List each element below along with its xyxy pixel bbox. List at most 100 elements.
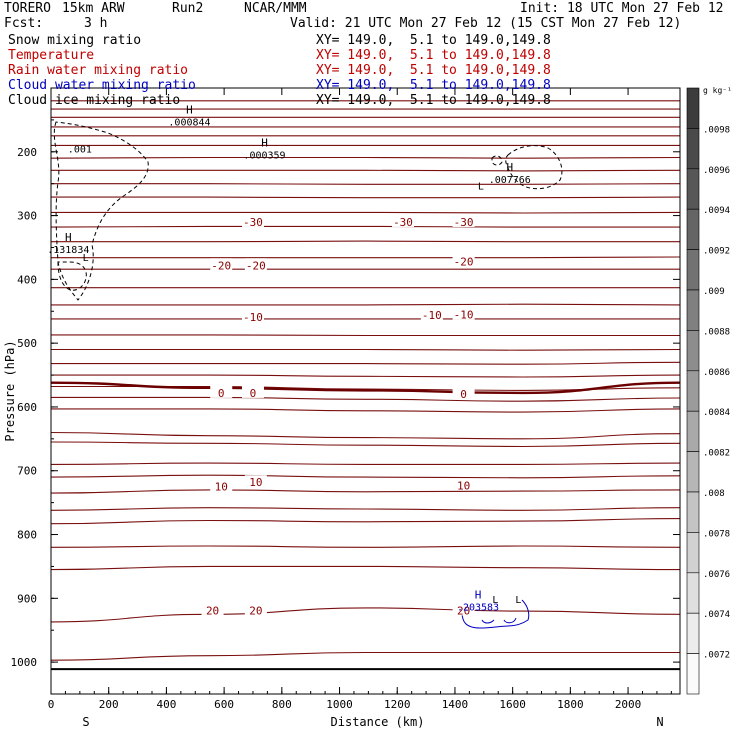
y-tick-label: 900 [17,592,37,605]
isotherm-4 [50,441,681,448]
isotherm-label: 0 [218,387,225,400]
field-snow-name: Snow mixing ratio [8,33,142,48]
colorbar-label: .0088 [703,327,730,337]
field-temperature-name: Temperature [8,48,95,63]
isotherm-label: 20 [206,604,219,617]
header-run: Run2 [172,1,204,16]
colorbar-label: .008 [703,489,725,499]
isotherm-10 [50,489,681,494]
x-tick-label: 1600 [499,698,526,711]
max-value: .203583 [457,602,499,613]
colorbar-label: .0094 [703,206,730,216]
isotherm-m28 [50,225,680,228]
max-marker: H [261,137,268,150]
contour-label: .001 [68,144,92,155]
north-label: N [656,715,663,729]
y-tick-label: 700 [17,465,37,478]
colorbar-segment [686,128,700,170]
colorbar-label: .0096 [703,166,730,176]
x-axis-title: Distance (km) [331,715,425,729]
contour-label: L [515,595,521,606]
y-axis-title: Pressure (hPa) [3,340,17,441]
field-rain-name: Rain water mixing ratio [8,63,189,78]
header-model: TORERO [4,1,51,16]
y-tick-label: 400 [17,273,37,286]
isotherm-m32 [51,196,681,199]
colorbar-segment [686,532,700,574]
y-tick-label: 500 [17,337,37,350]
header-org: NCAR/MMM [244,1,307,16]
y-tick-label: 1000 [11,656,38,669]
colorbar-segment [686,370,700,412]
isotherm-label-bg [452,254,475,267]
isotherm-12 [50,507,681,511]
isotherm-6 [50,462,681,465]
isotherm-m26 [51,240,680,243]
cloud-water-inner-right [503,617,517,624]
y-tick-label: 600 [17,401,37,414]
isotherm-label: 10 [457,479,470,492]
isotherm-m4 [50,396,681,402]
isotherm-label: 20 [249,604,262,617]
isotherm-label: 20 [457,604,470,617]
isotherm-label: 0 [250,387,257,400]
contour-label: L [478,181,484,192]
snow-contour-left [53,121,149,301]
isotherm-m10 [51,361,681,365]
isotherm-22 [50,651,680,661]
field-rain-xy: XY= 149.0, 5.1 to 149.0,149.8 [316,63,551,78]
max-marker: H [186,104,193,117]
isotherm-label: -10 [454,308,474,321]
colorbar-label: .0074 [703,610,730,620]
colorbar-unit: g kg⁻¹ [703,86,732,95]
header-init: Init: 18 UTC Mon 27 Feb 12 [520,1,724,16]
isotherm-label: -30 [243,216,263,229]
max-marker: H [475,588,482,601]
isotherm-label-bg [392,214,415,227]
isotherm-label-bg [201,603,224,616]
isotherm-label-bg [244,475,267,488]
isotherm-label-bg [210,258,233,271]
south-label: S [82,715,89,729]
isotherm-m36 [51,169,681,172]
isotherm-18 [50,565,681,571]
field-cloud-ice-name: Cloud ice mixing ratio [8,93,181,108]
colorbar-segment [686,410,700,452]
isotherm-label: -30 [454,216,474,229]
field-cloud-water-xy: XY= 149.0, 5.1 to 149.0,149.8 [316,78,551,93]
max-value: .000844 [168,118,210,129]
isotherm-label-bg [452,603,475,616]
isotherm-label: 0 [460,388,467,401]
colorbar-label: .0082 [703,449,730,459]
isotherm-label: 10 [215,481,228,494]
colorbar-segment [686,249,700,291]
isotherm-m34 [51,183,681,185]
isotherm-m30 [50,211,681,214]
header-fcst-label: Fcst: [4,16,44,31]
colorbar-label: .0084 [703,408,730,418]
max-value: .000359 [243,151,285,162]
isotherm-20 [50,607,681,623]
max-marker: H [65,231,72,244]
colorbar-label: .009 [703,287,725,297]
isotherm-label-bg [452,478,475,491]
isotherm-m18 [51,303,681,306]
isotherm-label: 10 [249,476,262,489]
x-tick-label: 800 [272,698,292,711]
field-temperature-xy: XY= 149.0, 5.1 to 149.0,149.8 [316,48,551,63]
cloud-water-contour [461,599,530,629]
isotherm-label: -10 [422,309,442,322]
colorbar-label: .0078 [703,529,730,539]
y-tick-label: 200 [17,146,37,159]
colorbar-segment [686,653,700,695]
colorbar-segment [686,87,700,129]
max-marker: H [506,161,513,174]
max-value: .007766 [489,175,531,186]
isotherm-label: -10 [243,311,263,324]
snow-contour-right [505,145,563,190]
header-fcst-value: 3 h [84,16,108,31]
x-tick-label: 600 [214,698,234,711]
x-tick-label: 200 [99,698,119,711]
isotherm-0 [50,381,681,395]
isotherm-label-bg [244,603,267,616]
